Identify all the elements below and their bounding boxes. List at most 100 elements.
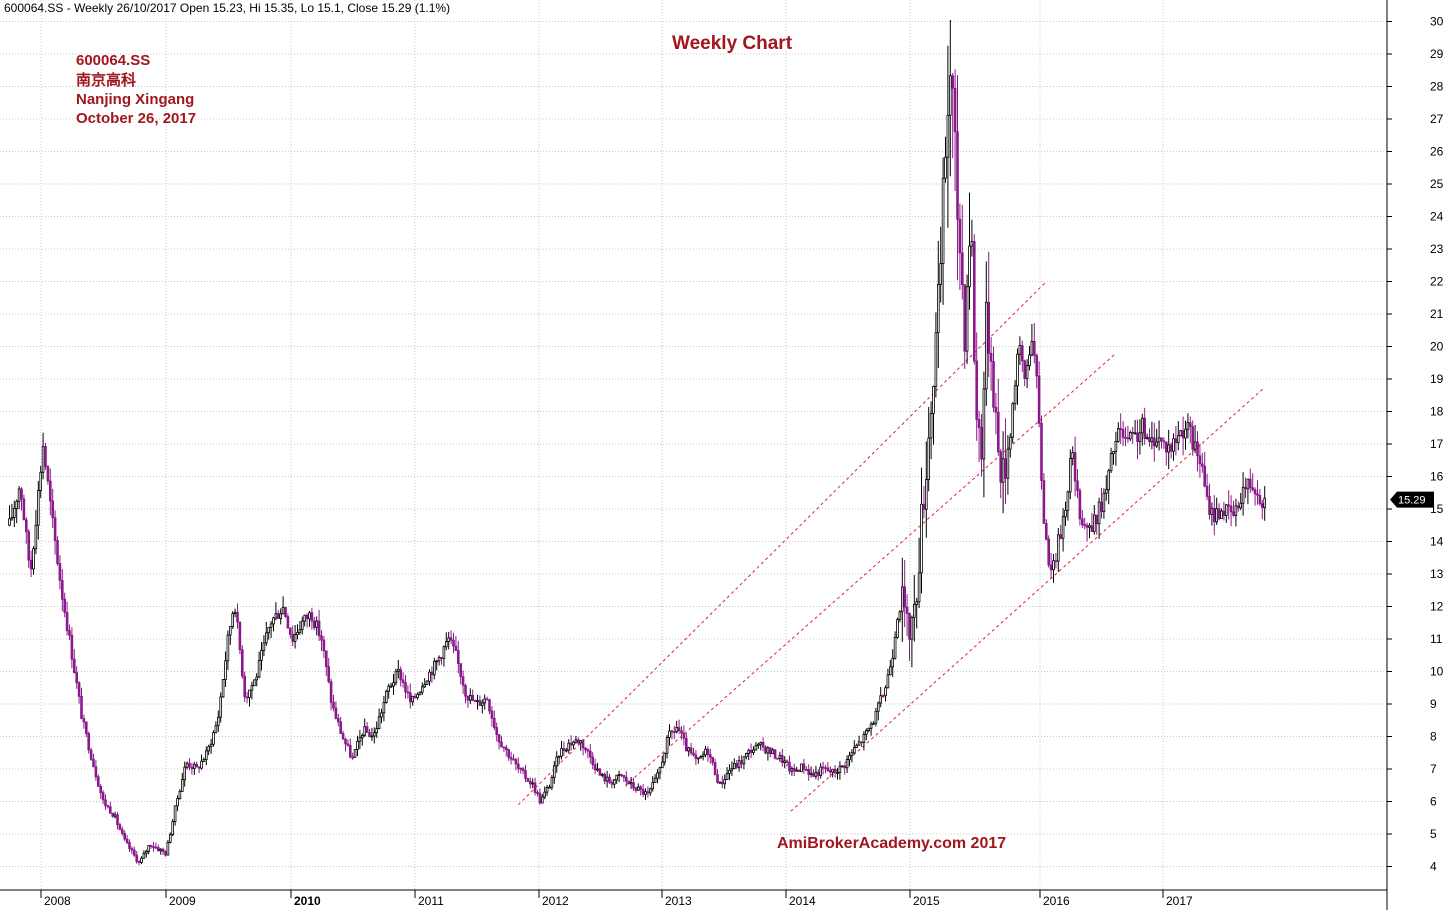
candle-body <box>807 769 810 775</box>
candle-body <box>545 787 549 793</box>
candle-body <box>1131 431 1135 434</box>
candle-body <box>541 796 544 804</box>
y-tick-label: 12 <box>1430 600 1444 614</box>
candle-body <box>80 696 83 720</box>
candle-body <box>1047 538 1051 566</box>
candle-body <box>999 451 1002 483</box>
candle-body <box>113 814 117 817</box>
candle-body <box>1229 505 1233 513</box>
candle-body <box>202 759 206 762</box>
candle-body <box>492 717 496 728</box>
candle-body <box>730 768 734 771</box>
candle-body <box>324 650 328 668</box>
last-price-tag: 15.29 <box>1390 491 1434 508</box>
y-tick-label: 4 <box>1430 860 1437 874</box>
candle-body <box>824 767 827 770</box>
candle-body <box>53 517 57 541</box>
candle-body <box>601 773 604 776</box>
candle-body <box>656 772 659 779</box>
candle-body <box>1253 489 1257 495</box>
candle-body <box>1117 428 1120 442</box>
x-tick-label: 2010 <box>294 894 321 908</box>
candle-body <box>8 518 11 526</box>
candle-body <box>152 846 155 848</box>
candle-body <box>567 742 570 751</box>
candle-body <box>1066 491 1070 511</box>
candle-body <box>651 782 654 790</box>
candle-body <box>1141 417 1144 434</box>
y-tick-label: 30 <box>1430 15 1444 29</box>
candle-body <box>833 768 837 774</box>
x-tick-label: 2016 <box>1043 894 1070 908</box>
candle-body <box>1169 444 1173 452</box>
candle-body <box>617 774 621 776</box>
candle-body <box>41 446 45 473</box>
candle-body <box>171 821 175 836</box>
candle-body <box>1112 451 1115 454</box>
candle-body <box>565 749 568 752</box>
candle-body <box>898 611 902 620</box>
candle-body <box>1213 507 1216 523</box>
candle-body <box>985 301 988 390</box>
candle-body <box>473 700 477 702</box>
candle-body <box>1263 497 1267 508</box>
candle-body <box>243 675 247 698</box>
date-label: October 26, 2017 <box>76 110 196 127</box>
chart-title: Weekly Chart <box>672 33 793 54</box>
candle-body <box>488 699 491 712</box>
candle-body <box>766 747 770 754</box>
candle-body <box>454 645 458 651</box>
candle-body <box>1061 516 1065 539</box>
candle-body <box>886 674 890 689</box>
y-tick-label: 6 <box>1430 795 1437 809</box>
candle-body <box>1102 492 1106 513</box>
candle-body <box>689 747 693 754</box>
candle-body <box>260 650 263 661</box>
candle-body <box>502 746 506 749</box>
candle-body <box>1205 485 1209 497</box>
candle-body <box>180 779 184 792</box>
candle-body <box>925 479 928 510</box>
candle-body <box>584 747 587 751</box>
candle-body <box>1244 486 1247 490</box>
candle-body <box>632 782 635 789</box>
candle-body <box>1121 428 1125 438</box>
candle-body <box>733 763 736 769</box>
candle-body <box>1220 510 1223 520</box>
candle-body <box>432 661 436 676</box>
candle-body <box>589 750 592 758</box>
candle-body <box>1088 525 1091 528</box>
candle-body <box>178 791 182 800</box>
candle-body <box>68 630 71 636</box>
candle-body <box>569 742 573 746</box>
candle-body <box>841 765 844 768</box>
candle-body <box>574 739 578 743</box>
candle-body <box>663 752 666 763</box>
candle-body <box>591 756 594 765</box>
candle-body <box>1227 504 1231 507</box>
candle-body <box>99 786 103 794</box>
candle-body <box>1001 458 1005 483</box>
candle-body <box>615 774 618 781</box>
candle-body <box>625 776 628 782</box>
candle-body <box>269 623 273 628</box>
candle-body <box>613 779 616 785</box>
candle-body <box>661 761 664 768</box>
candle-body <box>1071 452 1075 459</box>
candle-body <box>109 806 112 814</box>
candle-body <box>670 730 674 733</box>
candle-body <box>368 732 371 738</box>
candle-body <box>817 771 820 776</box>
candle-body <box>308 612 311 620</box>
candle-body <box>478 700 482 706</box>
candle-body <box>946 114 950 158</box>
candle-body <box>1033 340 1036 356</box>
candle-body <box>392 682 395 687</box>
candle-body <box>512 758 515 761</box>
candle-body <box>754 745 758 751</box>
candle-body <box>51 500 54 518</box>
candle-body <box>831 768 834 773</box>
candle-body <box>466 695 470 701</box>
candle-body <box>857 741 861 746</box>
